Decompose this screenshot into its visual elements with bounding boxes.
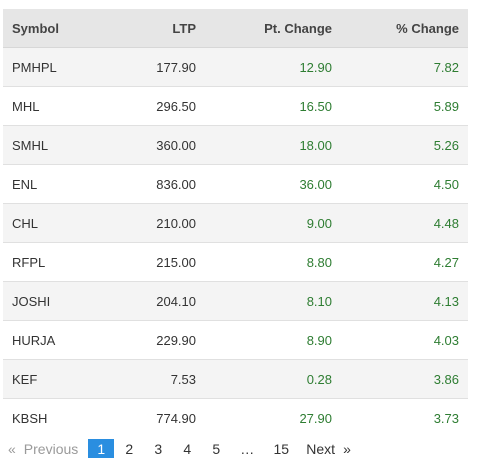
ltp-cell: 836.00: [113, 164, 205, 204]
symbol-cell[interactable]: SMHL: [3, 125, 113, 165]
pct-change-cell: 7.82: [341, 47, 468, 87]
page-link-5[interactable]: 5: [212, 441, 221, 457]
table-body: PMHPL 177.90 12.90 7.82 MHL 296.50 16.50 5.89 SM…: [3, 47, 468, 437]
pct-change-cell: 5.26: [341, 125, 468, 165]
ltp-cell: 360.00: [113, 125, 205, 165]
column-header-pct-change[interactable]: % Change: [341, 9, 468, 48]
pt-change-cell: 8.10: [205, 281, 341, 321]
pct-change-cell: 5.89: [341, 86, 468, 126]
pagination: « Previous 1 2 3 4 5 … 15 Next »: [8, 439, 351, 458]
page-link-1[interactable]: 1: [88, 439, 115, 458]
pct-change-cell: 4.03: [341, 320, 468, 360]
table-row[interactable]: KEF 7.53 0.28 3.86: [3, 359, 468, 399]
symbol-cell[interactable]: KEF: [3, 359, 113, 399]
ltp-cell: 177.90: [113, 47, 205, 87]
symbol-cell[interactable]: RFPL: [3, 242, 113, 282]
symbol-cell[interactable]: KBSH: [3, 398, 113, 437]
symbol-cell[interactable]: ENL: [3, 164, 113, 204]
table-row[interactable]: ENL 836.00 36.00 4.50: [3, 164, 468, 204]
pagination-ellipsis: …: [240, 441, 255, 457]
ltp-cell: 210.00: [113, 203, 205, 243]
column-header-pt-change[interactable]: Pt. Change: [205, 9, 341, 48]
page-link-15[interactable]: 15: [273, 441, 290, 457]
table-row[interactable]: SMHL 360.00 18.00 5.26: [3, 125, 468, 165]
pt-change-cell: 8.90: [205, 320, 341, 360]
table-row[interactable]: MHL 296.50 16.50 5.89: [3, 86, 468, 126]
symbol-cell[interactable]: PMHPL: [3, 47, 113, 87]
pt-change-cell: 18.00: [205, 125, 341, 165]
page-link-3[interactable]: 3: [154, 441, 163, 457]
next-page-link[interactable]: Next: [306, 441, 336, 457]
next-arrow-icon[interactable]: »: [343, 441, 351, 457]
header-row: Symbol LTP Pt. Change % Change: [3, 9, 468, 48]
ltp-cell: 204.10: [113, 281, 205, 321]
pt-change-cell: 9.00: [205, 203, 341, 243]
ltp-cell: 229.90: [113, 320, 205, 360]
pt-change-cell: 16.50: [205, 86, 341, 126]
column-header-symbol[interactable]: Symbol: [3, 9, 113, 48]
previous-page-link[interactable]: Previous: [23, 441, 79, 457]
ltp-cell: 774.90: [113, 398, 205, 437]
gainers-table: Symbol LTP Pt. Change % Change PMHPL 177.…: [3, 9, 468, 437]
pct-change-cell: 4.13: [341, 281, 468, 321]
table-row[interactable]: PMHPL 177.90 12.90 7.82: [3, 47, 468, 87]
pt-change-cell: 12.90: [205, 47, 341, 87]
symbol-cell[interactable]: MHL: [3, 86, 113, 126]
pct-change-cell: 4.48: [341, 203, 468, 243]
ltp-cell: 7.53: [113, 359, 205, 399]
table-row[interactable]: KBSH 774.90 27.90 3.73: [3, 398, 468, 437]
pct-change-cell: 4.50: [341, 164, 468, 204]
table-row[interactable]: CHL 210.00 9.00 4.48: [3, 203, 468, 243]
ltp-cell: 215.00: [113, 242, 205, 282]
pt-change-cell: 27.90: [205, 398, 341, 437]
table-row[interactable]: RFPL 215.00 8.80 4.27: [3, 242, 468, 282]
pt-change-cell: 8.80: [205, 242, 341, 282]
pct-change-cell: 3.73: [341, 398, 468, 437]
pt-change-cell: 0.28: [205, 359, 341, 399]
table-row[interactable]: JOSHI 204.10 8.10 4.13: [3, 281, 468, 321]
pt-change-cell: 36.00: [205, 164, 341, 204]
ltp-cell: 296.50: [113, 86, 205, 126]
symbol-cell[interactable]: HURJA: [3, 320, 113, 360]
pct-change-cell: 4.27: [341, 242, 468, 282]
symbol-cell[interactable]: JOSHI: [3, 281, 113, 321]
page-link-4[interactable]: 4: [183, 441, 192, 457]
pct-change-cell: 3.86: [341, 359, 468, 399]
page-link-2[interactable]: 2: [125, 441, 134, 457]
symbol-cell[interactable]: CHL: [3, 203, 113, 243]
column-header-ltp[interactable]: LTP: [113, 9, 205, 48]
table-row[interactable]: HURJA 229.90 8.90 4.03: [3, 320, 468, 360]
table-header: Symbol LTP Pt. Change % Change: [3, 9, 468, 48]
previous-arrow-icon: «: [8, 441, 16, 457]
